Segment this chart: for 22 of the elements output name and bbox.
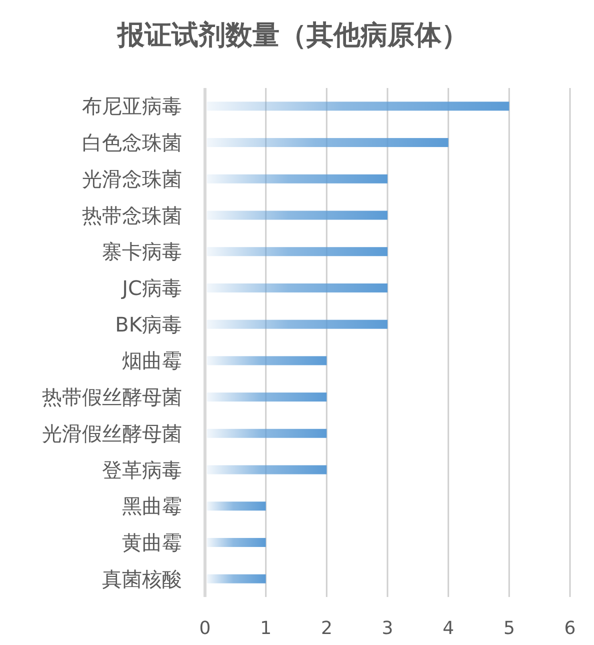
x-tick-label: 5 [503, 618, 515, 639]
y-tick-label: 寨卡病毒 [102, 240, 182, 264]
x-tick-label: 4 [442, 618, 454, 639]
y-tick-label: 热带念珠菌 [82, 203, 182, 228]
x-tick-label: 2 [320, 618, 332, 639]
x-tick-label: 6 [564, 618, 576, 639]
y-tick-label: 烟曲霉 [122, 348, 182, 373]
y-tick-label: JC病毒 [120, 276, 182, 300]
x-tick-label: 3 [382, 618, 394, 639]
y-tick-label: 光滑念珠菌 [82, 166, 182, 191]
y-tick-label: 黄曲霉 [122, 530, 182, 554]
y-tick-label: 黑曲霉 [122, 494, 182, 518]
y-tick-label: 白色念珠菌 [82, 130, 182, 155]
y-tick-label: 光滑假丝酵母菌 [42, 421, 182, 446]
y-tick-label: 热带假丝酵母菌 [42, 385, 182, 410]
x-tick-label: 0 [199, 618, 211, 639]
y-tick-label: 登革病毒 [102, 458, 182, 482]
x-tick-label: 1 [260, 618, 272, 639]
y-tick-label: 真菌核酸 [102, 566, 182, 591]
y-tick-label: BK病毒 [115, 312, 182, 336]
chart-title: 报证试剂数量（其他病原体） [116, 20, 468, 51]
y-tick-label: 布尼亚病毒 [82, 94, 182, 118]
